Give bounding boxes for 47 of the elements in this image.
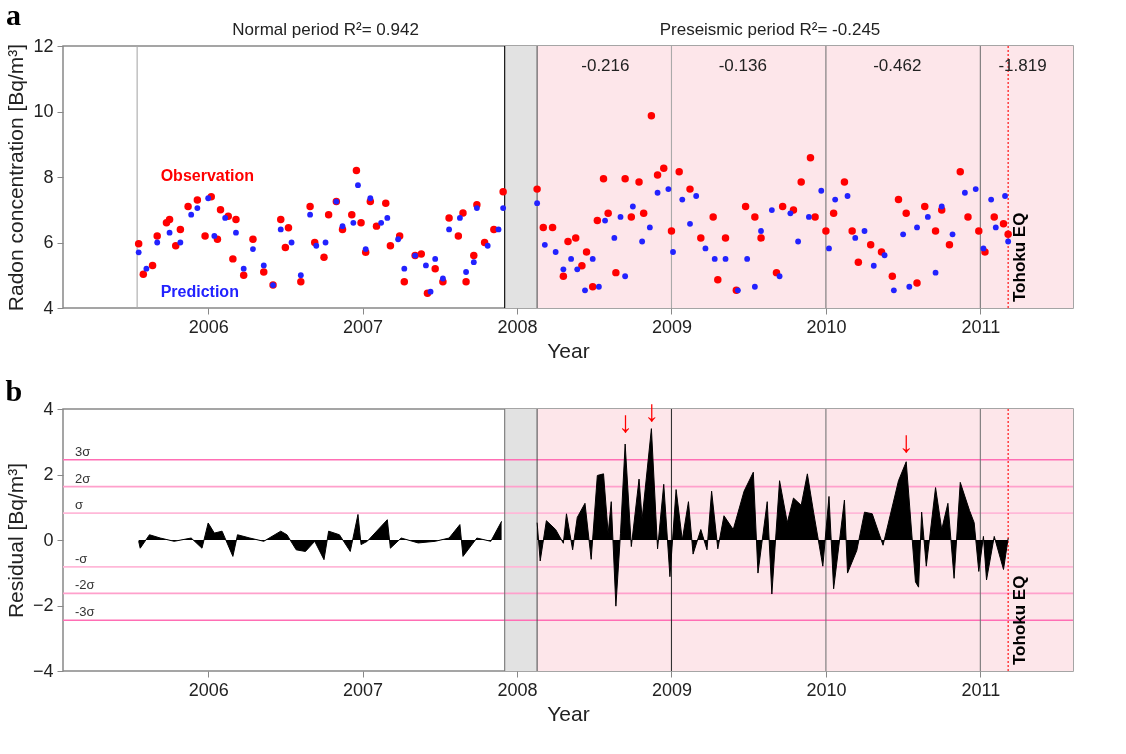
text: Preseismic period R²= -0.245	[659, 20, 881, 39]
ref-line-label: 3σ	[75, 443, 91, 459]
series-label: Observation	[160, 166, 255, 184]
y-tick-label: 4	[43, 297, 54, 318]
ref-line-label: σ	[75, 497, 84, 513]
text: Normal period R²= 0.942	[232, 20, 419, 39]
y-tick-label: 4	[43, 398, 54, 419]
y-tick-label: 2	[43, 464, 54, 484]
y-axis-title: Residual [Bq/m³]	[3, 462, 27, 619]
y-tick-label: 6	[43, 232, 54, 252]
x-tick-label: 2008	[497, 679, 538, 700]
annotation: -1.819	[998, 56, 1047, 75]
x-axis-title: Year	[547, 338, 590, 362]
ref-line-label: Tohoku EQ	[1010, 575, 1030, 665]
x-tick-label: 2009	[651, 316, 692, 337]
x-tick-label: 2007	[343, 679, 384, 700]
annotation: ↓	[618, 405, 634, 438]
annotation: -0.136	[718, 56, 767, 75]
y-tick-label: 12	[33, 35, 54, 56]
y-tick-label: 10	[33, 101, 54, 121]
annotation: -0.462	[873, 56, 922, 75]
ref-line-label: -2σ	[75, 577, 95, 593]
series-label: Prediction	[160, 283, 239, 301]
x-tick-label: 2006	[188, 679, 229, 700]
y-tick-label: 8	[43, 166, 54, 187]
x-tick-label: 2010	[806, 316, 847, 337]
y-tick-label: 0	[43, 529, 54, 550]
annotation: -0.216	[581, 56, 630, 75]
ref-line-label: Tohoku EQ	[1010, 212, 1030, 302]
ref-line-label: -σ	[75, 550, 88, 566]
y-tick-label: −2	[32, 595, 54, 615]
ref-line-label: 2σ	[75, 470, 91, 486]
annotation: ↓	[644, 394, 660, 427]
annotation: ↓	[898, 425, 914, 458]
chart-title: a	[5, 0, 21, 31]
x-tick-label: 2006	[188, 316, 229, 337]
x-tick-label: 2008	[497, 316, 538, 337]
y-axis-title: Radon concentration [Bq/m³]	[4, 43, 28, 312]
y-tick-label: −4	[32, 660, 54, 681]
x-axis-title: Year	[547, 701, 590, 725]
chart-title: b	[5, 374, 23, 407]
x-tick-label: 2009	[651, 679, 692, 700]
x-tick-label: 2010	[806, 679, 847, 700]
ref-line-label: -3σ	[75, 604, 95, 620]
x-tick-label: 2011	[961, 679, 1001, 700]
x-tick-label: 2007	[343, 316, 384, 337]
x-tick-label: 2011	[961, 316, 1001, 337]
